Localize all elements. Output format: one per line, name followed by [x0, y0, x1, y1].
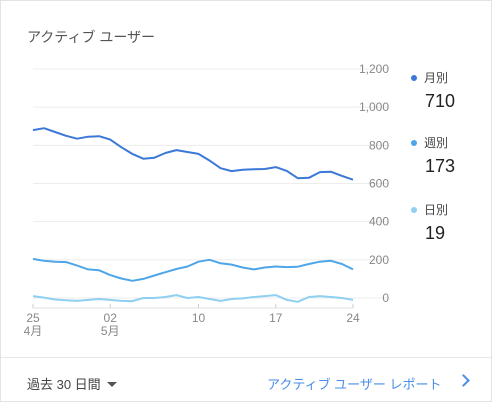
active-users-report-link[interactable]: アクティブ ユーザー レポート [267, 377, 442, 392]
series-line-weekly [32, 257, 354, 282]
legend-value-daily: 19 [425, 223, 446, 243]
series-line-daily [32, 294, 354, 303]
series-line-monthly [32, 127, 354, 181]
chart-series [32, 127, 354, 303]
y-tick-label: 1,200 [359, 62, 389, 76]
legend-dot-icon [411, 75, 417, 81]
x-tick-label: 25 [26, 311, 40, 325]
y-tick-label: 1,000 [359, 100, 389, 114]
legend-dot-icon [411, 207, 417, 213]
x-tick-label: 24 [346, 311, 360, 325]
y-axis-ticks: 0 200 400 600 800 1,000 1,200 [359, 62, 389, 305]
period-dropdown[interactable]: 過去 30 日間 [27, 374, 117, 393]
x-tick-label: 10 [192, 311, 206, 325]
y-tick-label: 800 [369, 138, 389, 152]
chevron-right-icon[interactable] [457, 374, 470, 387]
x-tick-label: 02 [104, 311, 118, 325]
y-tick-label: 600 [369, 177, 389, 191]
legend-label-weekly: 週別 [424, 136, 449, 150]
period-label: 過去 30 日間 [27, 377, 101, 392]
legend-value-weekly: 173 [425, 156, 456, 176]
card-title: アクティブ ユーザー [27, 29, 156, 45]
x-tick-label: 17 [269, 311, 283, 325]
legend-label-daily: 日別 [424, 203, 449, 217]
legend-label-monthly: 月別 [424, 71, 449, 85]
caret-down-icon [106, 382, 117, 387]
x-tick-sublabel: 4月 [24, 324, 43, 338]
y-tick-label: 0 [382, 291, 389, 305]
chart-grid [33, 68, 389, 309]
legend-dot-icon [411, 140, 417, 146]
y-tick-label: 200 [369, 253, 389, 267]
y-tick-label: 400 [369, 215, 389, 229]
footer-divider [1, 357, 491, 358]
legend-value-monthly: 710 [425, 91, 456, 111]
x-tick-sublabel: 5月 [101, 324, 120, 338]
